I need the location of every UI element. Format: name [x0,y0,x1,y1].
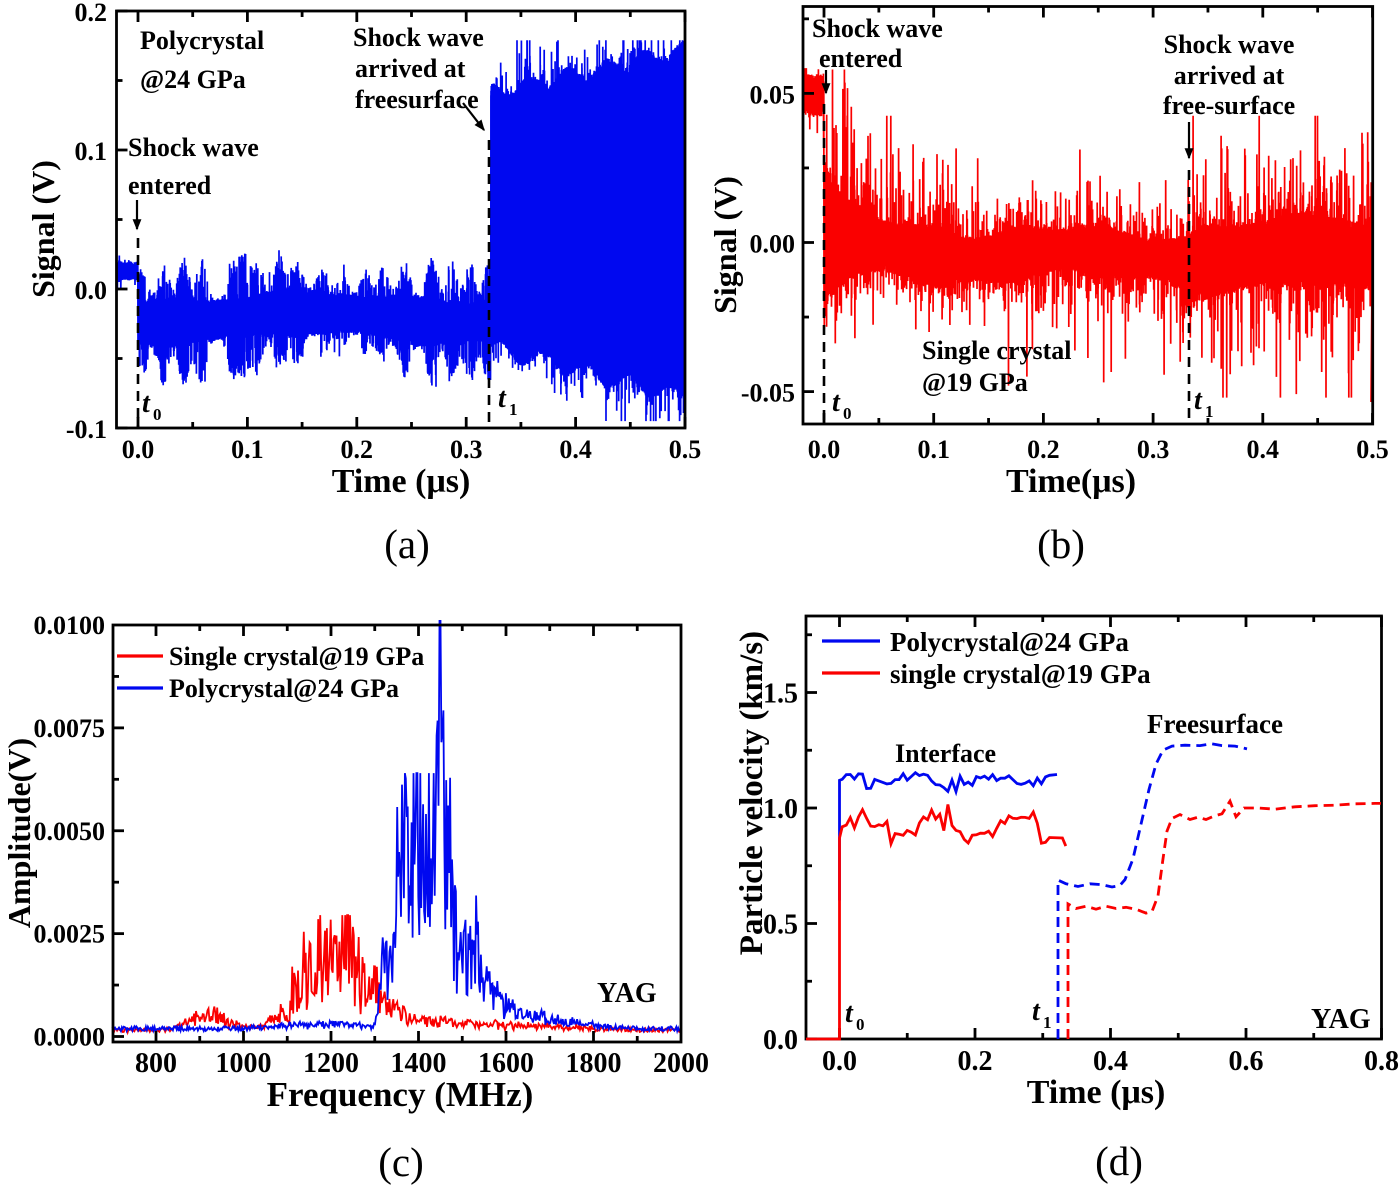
svg-text:0.0075: 0.0075 [34,714,106,743]
svg-text:0.0100: 0.0100 [34,611,106,640]
svg-text:0.4: 0.4 [1093,1046,1128,1077]
svg-text:(c): (c) [378,1139,424,1185]
svg-text:arrived at: arrived at [1174,61,1285,90]
svg-text:0.00: 0.00 [750,230,796,259]
svg-text:0: 0 [153,405,162,424]
svg-text:single crystal@19 GPa: single crystal@19 GPa [890,659,1151,689]
svg-text:0.1: 0.1 [917,435,950,464]
svg-text:0.0: 0.0 [808,435,841,464]
svg-text:freesurface: freesurface [355,85,479,114]
svg-text:t: t [1032,996,1041,1027]
svg-text:0.2: 0.2 [958,1046,993,1077]
svg-text:Signal (V): Signal (V) [707,176,743,314]
svg-text:Particle velocity (km/s): Particle velocity (km/s) [734,631,770,955]
svg-text:0.0: 0.0 [822,1046,857,1077]
svg-text:Time(μs): Time(μs) [1006,463,1136,500]
svg-text:t: t [832,387,841,418]
svg-text:arrived at: arrived at [355,54,466,83]
svg-text:1200: 1200 [303,1048,359,1079]
svg-text:0.0050: 0.0050 [34,817,106,846]
svg-text:Shock wave: Shock wave [1164,30,1295,59]
svg-text:0.4: 0.4 [559,435,592,464]
svg-text:t: t [1194,385,1203,416]
svg-text:0.6: 0.6 [1229,1046,1264,1077]
svg-text:-0.05: -0.05 [741,379,795,408]
svg-text:YAG: YAG [597,978,657,1009]
svg-text:t: t [498,383,507,414]
svg-text:0.0: 0.0 [75,276,108,305]
svg-text:t: t [845,998,854,1029]
svg-text:free-surface: free-surface [1163,91,1295,120]
svg-text:1: 1 [509,400,518,419]
svg-text:Polycrystal@24 GPa: Polycrystal@24 GPa [169,674,399,703]
svg-text:entered: entered [819,44,903,73]
svg-text:1400: 1400 [391,1048,447,1079]
svg-text:Shock wave: Shock wave [353,23,484,52]
svg-text:0.05: 0.05 [750,80,796,109]
svg-text:Time (μs): Time (μs) [1027,1074,1166,1111]
svg-text:0.4: 0.4 [1247,435,1280,464]
svg-text:0.0: 0.0 [122,435,155,464]
svg-text:Interface: Interface [895,739,996,768]
svg-text:(a): (a) [384,521,430,567]
svg-text:0.0000: 0.0000 [34,1023,106,1052]
svg-text:0.5: 0.5 [669,435,702,464]
svg-text:Single crystal: Single crystal [922,336,1072,365]
svg-text:(d): (d) [1095,1138,1143,1184]
svg-text:@19 GPa: @19 GPa [922,368,1028,397]
svg-text:0: 0 [843,404,852,423]
svg-text:0.0025: 0.0025 [34,920,106,949]
svg-text:1: 1 [1205,402,1214,421]
svg-text:1600: 1600 [478,1048,534,1079]
svg-text:Shock wave: Shock wave [812,14,943,43]
svg-text:0: 0 [856,1015,865,1034]
svg-text:Single crystal@19 GPa: Single crystal@19 GPa [169,642,424,671]
svg-text:0.1: 0.1 [231,435,264,464]
svg-text:Freesurface: Freesurface [1147,709,1283,739]
svg-text:0.5: 0.5 [1356,435,1389,464]
svg-text:@24 GPa: @24 GPa [140,65,246,94]
svg-text:0.2: 0.2 [75,0,108,27]
svg-text:1.0: 1.0 [763,794,798,825]
svg-text:Amplitude(V): Amplitude(V) [1,738,37,928]
svg-text:0.2: 0.2 [341,435,374,464]
svg-text:(b): (b) [1037,521,1085,567]
svg-text:2000: 2000 [653,1048,709,1079]
svg-text:1.5: 1.5 [763,679,798,710]
svg-text:0.0: 0.0 [763,1025,798,1056]
svg-text:Frequency (MHz): Frequency (MHz) [267,1075,534,1114]
svg-text:Signal (V): Signal (V) [25,160,61,298]
svg-text:Shock wave: Shock wave [128,133,259,162]
svg-text:YAG: YAG [1311,1004,1371,1035]
svg-text:0.3: 0.3 [1137,435,1170,464]
svg-text:800: 800 [135,1048,177,1079]
svg-text:0.3: 0.3 [450,435,483,464]
svg-text:Polycrystal@24 GPa: Polycrystal@24 GPa [890,627,1129,657]
svg-text:0.8: 0.8 [1364,1046,1399,1077]
svg-text:0.1: 0.1 [75,137,108,166]
svg-text:t: t [142,388,151,419]
svg-text:1000: 1000 [216,1048,272,1079]
svg-text:Polycrystal: Polycrystal [140,26,264,55]
svg-text:0.2: 0.2 [1027,435,1060,464]
svg-text:1800: 1800 [566,1048,622,1079]
svg-text:0.5: 0.5 [763,910,798,941]
svg-text:1: 1 [1043,1013,1052,1032]
svg-text:entered: entered [128,171,212,200]
svg-text:Time (μs): Time (μs) [332,463,471,500]
svg-text:-0.1: -0.1 [66,415,107,444]
